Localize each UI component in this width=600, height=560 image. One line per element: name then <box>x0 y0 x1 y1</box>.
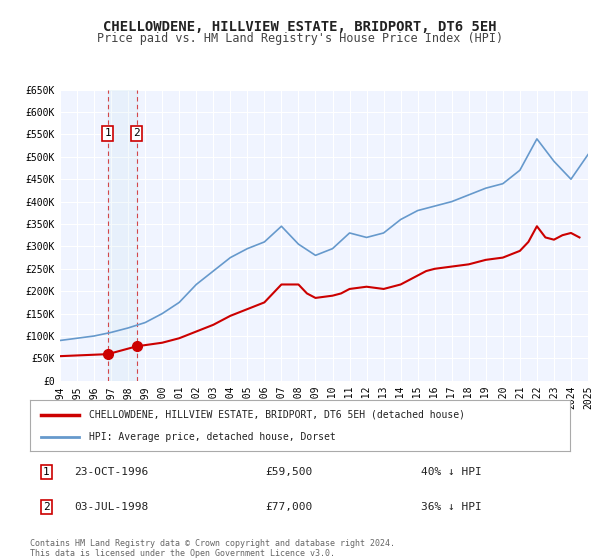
Text: 23-OCT-1996: 23-OCT-1996 <box>74 467 148 477</box>
Text: 40% ↓ HPI: 40% ↓ HPI <box>421 467 482 477</box>
Text: 2: 2 <box>133 128 140 138</box>
Text: CHELLOWDENE, HILLVIEW ESTATE, BRIDPORT, DT6 5EH: CHELLOWDENE, HILLVIEW ESTATE, BRIDPORT, … <box>103 20 497 34</box>
Text: 36% ↓ HPI: 36% ↓ HPI <box>421 502 482 512</box>
Text: Contains HM Land Registry data © Crown copyright and database right 2024.: Contains HM Land Registry data © Crown c… <box>30 539 395 548</box>
Text: 1: 1 <box>43 467 50 477</box>
Text: 2: 2 <box>43 502 50 512</box>
Text: CHELLOWDENE, HILLVIEW ESTATE, BRIDPORT, DT6 5EH (detached house): CHELLOWDENE, HILLVIEW ESTATE, BRIDPORT, … <box>89 409 466 419</box>
Text: £77,000: £77,000 <box>266 502 313 512</box>
Text: This data is licensed under the Open Government Licence v3.0.: This data is licensed under the Open Gov… <box>30 549 335 558</box>
Text: HPI: Average price, detached house, Dorset: HPI: Average price, detached house, Dors… <box>89 432 336 442</box>
Text: 03-JUL-1998: 03-JUL-1998 <box>74 502 148 512</box>
Text: Price paid vs. HM Land Registry's House Price Index (HPI): Price paid vs. HM Land Registry's House … <box>97 32 503 45</box>
Text: 1: 1 <box>104 128 111 138</box>
Text: £59,500: £59,500 <box>266 467 313 477</box>
Bar <box>108 90 137 381</box>
